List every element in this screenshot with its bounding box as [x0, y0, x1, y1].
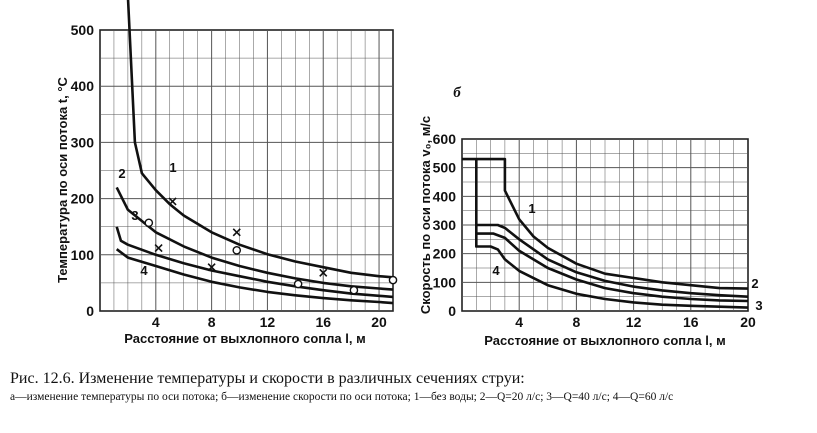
- panel-a-curve-labels: 1 2 3 4: [118, 160, 176, 278]
- circle-marker: [293, 279, 303, 289]
- cross-marker: [232, 228, 241, 237]
- y-tick-label: 200: [71, 191, 95, 207]
- figure-caption: Рис. 12.6. Изменение температуры и скоро…: [10, 370, 810, 405]
- panel-a-markers: [144, 197, 398, 295]
- curve-label-3: 3: [131, 208, 138, 223]
- series-line-2: [474, 159, 748, 298]
- x-tick-label: 8: [208, 314, 216, 330]
- panel-b-grid: [461, 138, 749, 312]
- x-tick-label: 20: [740, 314, 756, 330]
- curve-label-4: 4: [140, 263, 148, 278]
- cross-marker: [168, 197, 177, 206]
- y-tick-label: 300: [71, 134, 95, 150]
- circle-marker: [144, 218, 154, 228]
- panel-b-velocity-chart: б Скорость по оси потока v₀, м/с Расстоя…: [418, 85, 763, 348]
- y-tick-label: 500: [71, 22, 95, 38]
- caption-text: а—изменение температуры по оси потока; б…: [10, 391, 674, 403]
- panel-b-curve-labels: 1 2 3 4: [492, 201, 762, 313]
- series-line-1: [126, 0, 393, 279]
- y-tick-label: 400: [71, 78, 95, 94]
- curve-label-2: 2: [751, 276, 758, 291]
- x-tick-label: 12: [626, 314, 642, 330]
- panel-b-series: [462, 157, 748, 309]
- y-tick-label: 0: [86, 303, 94, 319]
- x-tick-label: 12: [260, 314, 276, 330]
- y-tick-label: 200: [433, 246, 457, 262]
- y-tick-label: 300: [433, 217, 457, 233]
- series-line-2: [115, 186, 393, 291]
- panel-a-grid: [99, 29, 394, 312]
- caption-title: Рис. 12.6. Изменение температуры и скоро…: [10, 370, 525, 387]
- series-line-4: [115, 248, 393, 305]
- y-tick-label: 600: [433, 131, 457, 147]
- y-tick-label: 0: [448, 303, 456, 319]
- y-tick-label: 100: [71, 247, 95, 263]
- circle-marker: [349, 285, 359, 295]
- cross-marker: [154, 243, 163, 253]
- figure: Температура по оси потока t, °C Расстоян…: [55, 0, 763, 348]
- cross-marker: [319, 268, 328, 277]
- y-tick-label: 100: [433, 274, 457, 290]
- x-tick-label: 8: [573, 314, 581, 330]
- x-tick-label: 4: [152, 314, 160, 330]
- series-line-3: [474, 225, 748, 303]
- panel-b-letter: б: [453, 85, 461, 101]
- panel-b-xlabel: Расстояние от выхлопного сопла l, м: [484, 333, 725, 348]
- curve-label-1: 1: [169, 160, 176, 175]
- x-tick-label: 4: [515, 314, 523, 330]
- panel-a-series: [115, 0, 393, 305]
- series-line-1: [462, 157, 748, 290]
- series-line-4: [474, 233, 748, 309]
- series-line-3: [115, 226, 393, 299]
- y-tick-label: 500: [433, 160, 457, 176]
- curve-label-3: 3: [755, 298, 762, 313]
- panel-a-ylabel: Температура по оси потока t, °C: [55, 76, 70, 282]
- panel-a-xlabel: Расстояние от выхлопного сопла l, м: [124, 331, 365, 346]
- x-tick-label: 16: [315, 314, 331, 330]
- x-tick-label: 16: [683, 314, 699, 330]
- circle-marker: [388, 275, 398, 285]
- circle-marker: [232, 246, 242, 255]
- curve-label-2: 2: [118, 166, 125, 181]
- cross-marker: [207, 263, 216, 272]
- y-tick-label: 400: [433, 188, 457, 204]
- curve-label-1: 1: [528, 201, 535, 216]
- curve-label-4: 4: [492, 263, 500, 278]
- panel-b-ylabel: Скорость по оси потока v₀, м/с: [418, 116, 433, 314]
- x-tick-label: 20: [371, 314, 387, 330]
- panel-a-temperature-chart: Температура по оси потока t, °C Расстоян…: [55, 0, 398, 346]
